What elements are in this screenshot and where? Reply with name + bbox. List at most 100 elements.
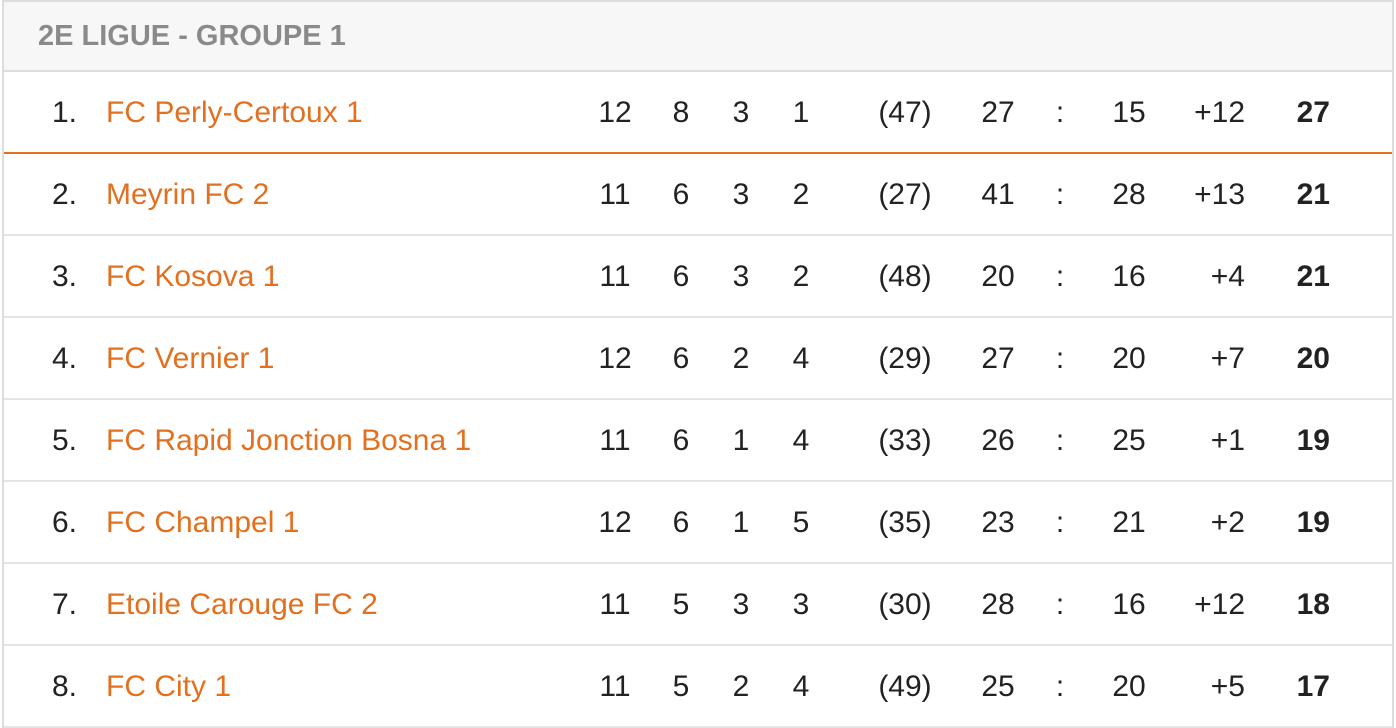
goal-difference: +12 xyxy=(1194,96,1245,129)
points: 21 xyxy=(1296,178,1330,211)
drawn: 2 xyxy=(732,342,750,375)
points: 18 xyxy=(1296,588,1330,621)
lost: 4 xyxy=(792,424,810,457)
lost: 1 xyxy=(792,96,810,129)
won: 6 xyxy=(672,506,690,539)
played: 11 xyxy=(599,178,631,211)
table-row: 1. FC Perly-Certoux 1 12 8 3 1 (47) 27: 15 +12 27 xyxy=(4,72,1392,154)
won: 5 xyxy=(672,670,690,703)
points: 19 xyxy=(1296,506,1330,539)
lost: 2 xyxy=(792,260,810,293)
rank: 6. xyxy=(51,506,77,539)
team-name[interactable]: FC Rapid Jonction Bosna 1 xyxy=(106,424,472,457)
table-header: 2E LIGUE - GROUPE 1 xyxy=(4,0,1392,72)
won: 6 xyxy=(672,260,690,293)
fair-play: (47) xyxy=(878,96,932,129)
played: 11 xyxy=(599,670,631,703)
rank: 1. xyxy=(51,96,77,129)
points: 17 xyxy=(1296,670,1330,703)
separator: : xyxy=(1055,588,1065,621)
table-row: 8. FC City 1 11 5 2 4 (49) 25: 20 +5 17 xyxy=(4,646,1392,728)
drawn: 2 xyxy=(732,670,750,703)
rank: 4. xyxy=(51,342,77,375)
goal-difference: +2 xyxy=(1210,506,1245,539)
drawn: 3 xyxy=(732,96,750,129)
goal-difference: +7 xyxy=(1210,342,1245,375)
lost: 2 xyxy=(792,178,810,211)
fair-play: (33) xyxy=(878,424,932,457)
points: 21 xyxy=(1296,260,1330,293)
points: 27 xyxy=(1296,96,1330,129)
fair-play: (29) xyxy=(878,342,932,375)
goals-against: 20 xyxy=(1112,670,1146,703)
team-name[interactable]: FC Perly-Certoux 1 xyxy=(106,96,363,129)
separator: : xyxy=(1055,342,1065,375)
rank: 3. xyxy=(51,260,77,293)
played: 12 xyxy=(598,96,632,129)
played: 11 xyxy=(599,424,631,457)
team-name[interactable]: Etoile Carouge FC 2 xyxy=(106,588,378,621)
lost: 4 xyxy=(792,670,810,703)
separator: : xyxy=(1055,178,1065,211)
rank: 2. xyxy=(51,178,77,211)
goal-difference: +5 xyxy=(1210,670,1245,703)
fair-play: (30) xyxy=(878,588,932,621)
points: 19 xyxy=(1296,424,1330,457)
separator: : xyxy=(1055,670,1065,703)
goals-for: 20 xyxy=(981,260,1015,293)
won: 5 xyxy=(672,588,690,621)
points: 20 xyxy=(1296,342,1330,375)
drawn: 3 xyxy=(732,178,750,211)
goals-for: 27 xyxy=(981,342,1015,375)
goals-against: 25 xyxy=(1112,424,1146,457)
team-name[interactable]: Meyrin FC 2 xyxy=(106,178,270,211)
lost: 5 xyxy=(792,506,810,539)
goals-against: 20 xyxy=(1112,342,1146,375)
won: 6 xyxy=(672,178,690,211)
goals-for: 23 xyxy=(981,506,1015,539)
team-name[interactable]: FC Kosova 1 xyxy=(106,260,280,293)
rank: 8. xyxy=(51,670,77,703)
goals-against: 28 xyxy=(1112,178,1146,211)
goals-for: 26 xyxy=(981,424,1015,457)
goals-for: 25 xyxy=(981,670,1015,703)
drawn: 1 xyxy=(732,506,750,539)
fair-play: (35) xyxy=(878,506,932,539)
lost: 4 xyxy=(792,342,810,375)
lost: 3 xyxy=(792,588,810,621)
separator: : xyxy=(1055,260,1065,293)
goals-against: 15 xyxy=(1112,96,1146,129)
team-name[interactable]: FC Vernier 1 xyxy=(106,342,275,375)
played: 12 xyxy=(598,506,632,539)
played: 11 xyxy=(599,588,631,621)
table-row: 4. FC Vernier 1 12 6 2 4 (29) 27: 20 +7 20 xyxy=(4,318,1392,400)
table-row: 5. FC Rapid Jonction Bosna 1 11 6 1 4 (33) 26: 2… xyxy=(4,400,1392,482)
fair-play: (48) xyxy=(878,260,932,293)
won: 6 xyxy=(672,424,690,457)
table-row: 7. Etoile Carouge FC 2 11 5 3 3 (30) 28: 16 +12 18 xyxy=(4,564,1392,646)
fair-play: (49) xyxy=(878,670,932,703)
goals-against: 16 xyxy=(1112,588,1146,621)
table-row: 6. FC Champel 1 12 6 1 5 (35) 23: 21 +2 19 xyxy=(4,482,1392,564)
played: 11 xyxy=(599,260,631,293)
separator: : xyxy=(1055,96,1065,129)
drawn: 3 xyxy=(732,588,750,621)
goals-for: 28 xyxy=(981,588,1015,621)
table-row: 2. Meyrin FC 2 11 6 3 2 (27) 41: 28 +13 21 xyxy=(4,154,1392,236)
won: 6 xyxy=(672,342,690,375)
drawn: 1 xyxy=(732,424,750,457)
table-row: 3. FC Kosova 1 11 6 3 2 (48) 20: 16 +4 21 xyxy=(4,236,1392,318)
separator: : xyxy=(1055,506,1065,539)
played: 12 xyxy=(598,342,632,375)
team-name[interactable]: FC City 1 xyxy=(106,670,232,703)
goal-difference: +12 xyxy=(1194,588,1245,621)
rank: 7. xyxy=(51,588,77,621)
goals-against: 16 xyxy=(1112,260,1146,293)
won: 8 xyxy=(672,96,690,129)
rank: 5. xyxy=(51,424,77,457)
goal-difference: +1 xyxy=(1210,424,1245,457)
goals-for: 41 xyxy=(981,178,1015,211)
goal-difference: +4 xyxy=(1210,260,1245,293)
team-name[interactable]: FC Champel 1 xyxy=(106,506,300,539)
